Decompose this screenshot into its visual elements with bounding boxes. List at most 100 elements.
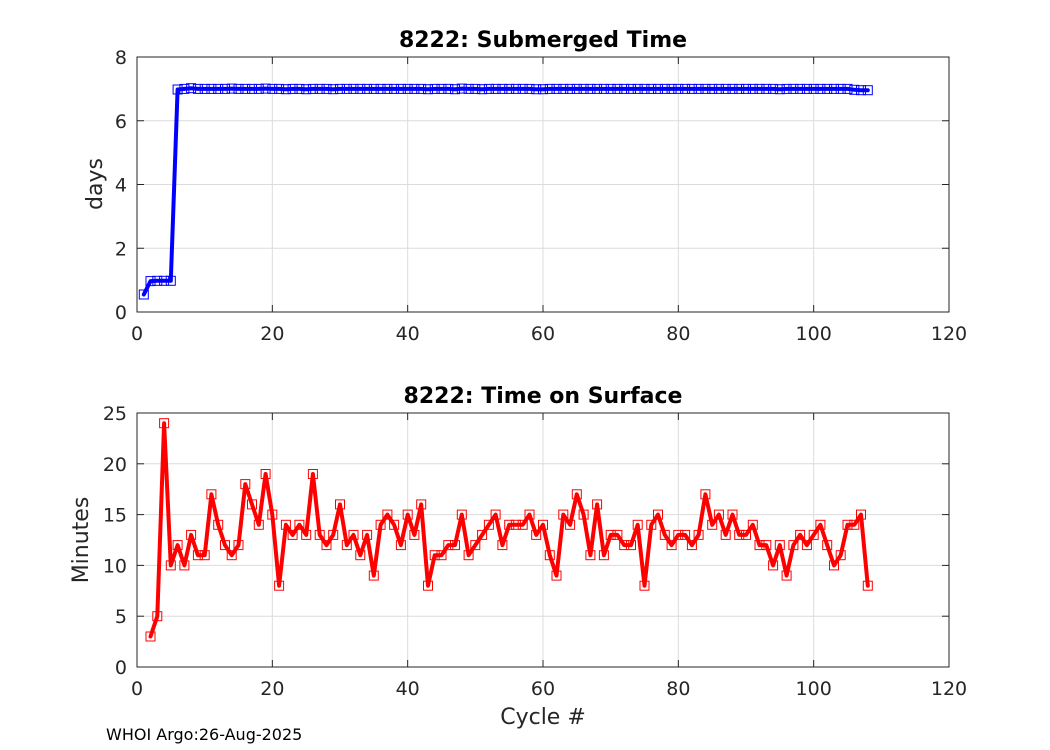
top-chart-point-39 [402, 83, 413, 94]
top-chart-point-56 [517, 83, 528, 94]
bottom-chart-point-80 [686, 540, 697, 551]
bottom-chart-point-65 [585, 550, 596, 561]
top-chart-point-11 [213, 83, 224, 94]
top-chart-point-24 [301, 84, 312, 95]
bottom-chart-point-101 [829, 560, 839, 571]
top-chart-ytick-label-2: 4 [115, 175, 127, 197]
bottom-chart-point-88 [741, 529, 751, 540]
bottom-chart-point-51 [490, 509, 501, 520]
top-chart-point-26 [314, 83, 325, 94]
bottom-chart-point-98 [808, 529, 819, 540]
bottom-chart-point-60 [551, 570, 562, 581]
bottom-chart-point-75 [653, 509, 663, 520]
bottom-chart-point-86 [727, 509, 738, 520]
bottom-chart-point-103 [842, 519, 853, 530]
bottom-chart-point-2 [159, 418, 170, 429]
top-chart-point-69 [605, 83, 616, 94]
bottom-chart-ylabel: Minutes [69, 497, 94, 584]
top-chart-point-27 [321, 83, 332, 94]
top-chart-point-6 [179, 83, 190, 94]
bottom-chart-point-23 [301, 529, 312, 540]
bottom-chart-point-12 [226, 550, 237, 561]
bottom-chart-xtick-label-4: 80 [666, 678, 690, 700]
bottom-chart-point-90 [754, 540, 765, 551]
bottom-chart-ytick-label-2: 10 [103, 555, 127, 577]
bottom-chart-xtick-label-0: 0 [131, 678, 143, 700]
bottom-chart-point-71 [626, 540, 636, 551]
bottom-chart-point-7 [192, 550, 203, 561]
top-chart-point-105 [849, 84, 860, 95]
bottom-chart-point-19 [274, 580, 285, 591]
top-chart-point-58 [531, 84, 542, 95]
top-chart-point-68 [598, 83, 609, 94]
top-chart-point-18 [260, 83, 271, 94]
bottom-chart-point-73 [639, 580, 650, 591]
top-chart-point-34 [368, 83, 379, 94]
bottom-chart-point-21 [287, 529, 298, 540]
top-chart-point-96 [788, 83, 799, 94]
top-chart-point-102 [829, 83, 839, 94]
bottom-chart-point-68 [605, 529, 616, 540]
bottom-chart-point-52 [497, 540, 508, 551]
top-chart-point-25 [307, 83, 318, 94]
top-chart-ytick-label-0: 0 [115, 302, 127, 324]
top-chart-point-42 [423, 84, 433, 95]
top-chart-point-81 [686, 83, 697, 94]
top-chart-xtick-label-3: 60 [531, 323, 555, 345]
top-chart-point-63 [565, 83, 576, 94]
top-chart-point-79 [673, 83, 684, 94]
top-chart-point-89 [741, 83, 751, 94]
bottom-chart-point-106 [862, 580, 873, 591]
top-chart-point-94 [774, 84, 785, 95]
bottom-chart-point-40 [416, 499, 427, 510]
bottom-chart-point-85 [720, 529, 731, 540]
top-chart-point-82 [693, 83, 704, 94]
top-chart-point-13 [226, 83, 237, 94]
bottom-chart-point-11 [220, 540, 230, 551]
bottom-chart-point-56 [524, 509, 535, 520]
bottom-chart-point-81 [693, 529, 704, 540]
top-chart-point-14 [233, 83, 244, 94]
top-chart-xtick-label-1: 20 [260, 323, 284, 345]
bottom-chart-point-0 [145, 631, 156, 642]
top-chart-point-28 [328, 84, 339, 95]
bottom-chart-point-92 [768, 560, 779, 571]
top-chart-point-78 [666, 83, 677, 94]
bottom-chart-title: 8222: Time on Surface [404, 384, 683, 409]
top-chart-xtick-label-2: 40 [396, 323, 420, 345]
top-chart-point-21 [280, 84, 291, 95]
top-chart-point-15 [240, 83, 251, 94]
bottom-chart-point-54 [510, 519, 521, 530]
bottom-chart-point-100 [822, 540, 833, 551]
top-chart-point-97 [795, 83, 806, 94]
top-chart-point-4 [165, 275, 176, 286]
top-chart-point-37 [389, 83, 400, 94]
bottom-chart-series-line [148, 421, 870, 639]
bottom-chart-point-13 [233, 540, 244, 551]
bottom-chart-ytick-label-3: 15 [103, 505, 127, 527]
bottom-chart-point-15 [247, 499, 257, 510]
top-chart-point-90 [747, 83, 758, 94]
top-chart-point-104 [842, 83, 853, 94]
bottom-chart-point-87 [734, 529, 745, 540]
top-chart: 8222: Submerged Time days 0 20 40 60 80 100 12… [83, 28, 967, 345]
top-chart-point-29 [335, 83, 345, 94]
top-chart-point-38 [395, 83, 406, 94]
top-chart-point-16 [247, 83, 257, 94]
top-chart-point-8 [192, 83, 203, 94]
bottom-chart-point-16 [253, 519, 264, 530]
bottom-chart-point-27 [328, 529, 339, 540]
top-chart-point-64 [571, 83, 582, 94]
bottom-chart-point-58 [538, 519, 548, 530]
bottom-chart-point-5 [179, 560, 190, 571]
top-chart-point-35 [375, 83, 386, 94]
bottom-chart-point-59 [544, 550, 555, 561]
top-chart-point-17 [253, 83, 264, 94]
bottom-chart-point-72 [632, 519, 643, 530]
top-chart-series-line [141, 86, 870, 297]
top-chart-point-2 [152, 275, 163, 286]
top-chart-point-72 [626, 83, 636, 94]
top-chart-point-71 [619, 83, 630, 94]
bottom-chart-point-44 [443, 540, 454, 551]
bottom-chart-point-104 [849, 519, 860, 530]
